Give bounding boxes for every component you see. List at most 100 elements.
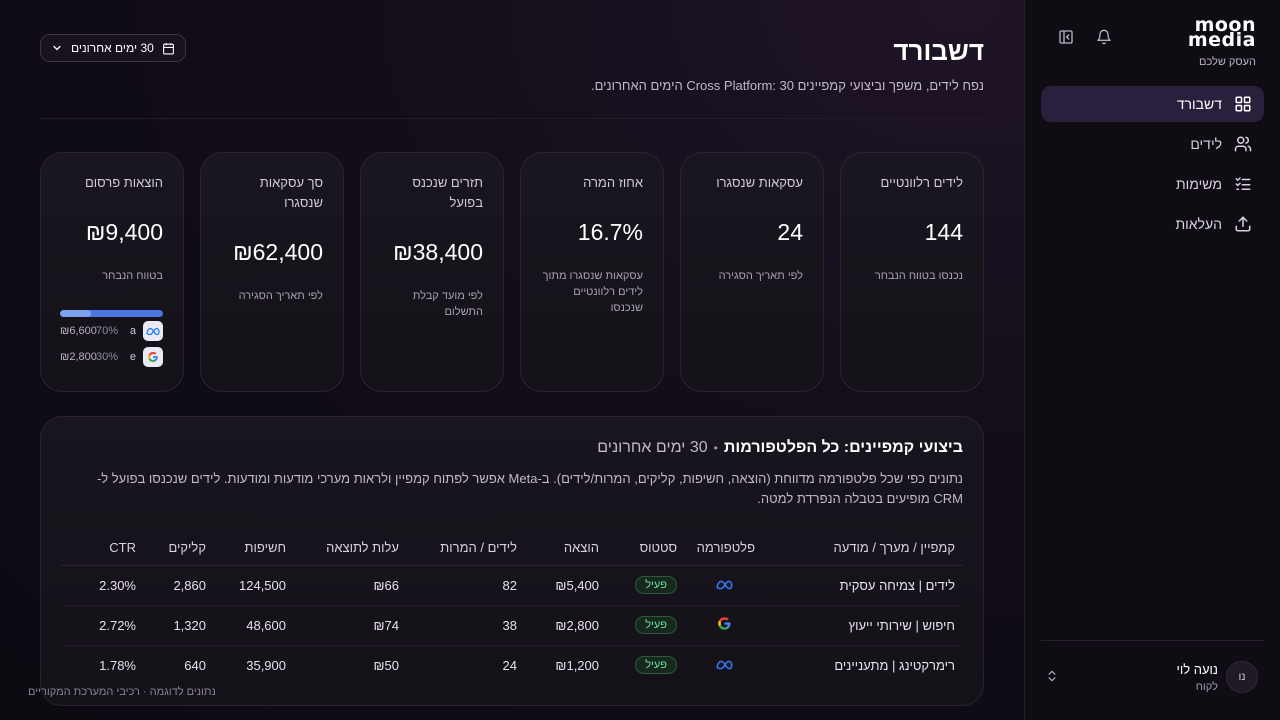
kpi-value: 24: [777, 219, 803, 245]
bell-icon[interactable]: [1093, 26, 1115, 48]
status-cell: פעיל: [607, 565, 685, 606]
user-name: נועה לוי: [1176, 662, 1219, 677]
platform-cell: [685, 565, 763, 606]
spend-row-pct: 30%: [96, 351, 119, 363]
spend-cell: ₪2,800: [525, 605, 607, 646]
sidebar-collapse-icon[interactable]: [1055, 26, 1077, 48]
column-header[interactable]: סטטוס: [607, 531, 685, 566]
column-header[interactable]: קליקים: [144, 531, 214, 566]
table-row[interactable]: רימרקטינג | מתעניינים פעיל ₪1,200 24 ₪50 35,9…: [61, 645, 963, 685]
kpi-card-closed-deals: עסקאות שנסגרו 24 לפי תאריך הסגירה: [680, 152, 824, 392]
avatar: נו: [1226, 661, 1258, 693]
kpi-value: 144: [924, 219, 963, 245]
footer-note: נתונים לדוגמה · רכיבי המערכת המקוריים: [28, 686, 216, 698]
sidebar-item-leads[interactable]: לידים: [1041, 126, 1264, 162]
upload-icon: [1235, 216, 1251, 232]
kpi-value: ₪38,400: [393, 239, 483, 265]
campaigns-heading: ביצועי קמפיינים: כל הפלטפורמות • 30 ימים…: [597, 439, 963, 457]
campaigns-range: 30 ימים אחרונים: [597, 439, 708, 456]
page-subtitle: נפח לידים, משפך וביצועי קמפיינים Cross P…: [591, 78, 984, 93]
meta-icon: [143, 321, 163, 341]
kpi-label: אחוז המרה: [583, 175, 643, 190]
column-header[interactable]: לידים / המרות: [407, 531, 525, 566]
user-menu[interactable]: נו נועה לוי לקוח: [1041, 640, 1264, 720]
brand-tagline: העסק שלכם: [1198, 56, 1256, 68]
kpi-note: נכנסו בטווח הנבחר: [874, 270, 963, 282]
status-badge: פעיל: [635, 656, 677, 675]
chevrons-up-down-icon[interactable]: [1045, 669, 1059, 688]
sidebar-item-tasks[interactable]: משימות: [1041, 166, 1264, 202]
column-header[interactable]: פלטפורמה: [685, 531, 763, 566]
kpi-note: לפי תאריך הסגירה: [718, 270, 803, 282]
platform-cell: [685, 645, 763, 685]
column-header[interactable]: CTR: [61, 531, 144, 566]
kpi-label: תזרים שנכנס בפועל: [412, 175, 483, 210]
meta-icon: [715, 578, 733, 593]
spend-row-meta: a 70% ₪6,600: [60, 321, 163, 341]
sidebar-item-label: דשבורד: [1176, 96, 1222, 112]
kpi-label: עסקאות שנסגרו: [716, 175, 803, 190]
sidebar-item-label: העלאות: [1175, 216, 1222, 232]
ctr-cell: 1.78%: [99, 657, 136, 673]
kpi-note: לפי מועד קבלת התשלום: [412, 290, 483, 318]
impressions-cell: 35,900: [246, 657, 286, 673]
kpi-note: לפי תאריך הסגירה: [238, 290, 323, 302]
kpi-note: בטווח הנבחר: [102, 270, 163, 282]
date-range-select[interactable]: 30 ימים אחרונים: [40, 34, 186, 62]
campaign-name[interactable]: חיפוש | שירותי ייעוץ: [763, 605, 963, 646]
column-header[interactable]: עלות לתוצאה: [294, 531, 407, 566]
spend-split-bar: [60, 310, 163, 317]
sidebar-item-uploads[interactable]: העלאות: [1041, 206, 1264, 242]
clicks-cell: 1,320: [144, 605, 214, 646]
clicks-cell: 2,860: [144, 565, 214, 606]
spend-row-amount: ₪2,800: [60, 351, 97, 363]
cost-per-result-cell: ₪74: [294, 605, 407, 646]
column-header[interactable]: הוצאה: [525, 531, 607, 566]
campaign-name[interactable]: לידים | צמיחה עסקית: [763, 565, 963, 606]
brand-logo[interactable]: moon media העסק שלכם: [1187, 14, 1256, 69]
sidebar-item-label: משימות: [1176, 176, 1222, 192]
kpi-value: ₪9,400: [85, 219, 163, 245]
kpi-label: סך עסקאות שנסגרו: [259, 175, 323, 210]
kpi-label: לידים רלוונטיים: [880, 175, 963, 190]
leads-cell: 38: [407, 605, 525, 646]
calendar-icon: [162, 42, 174, 54]
kpi-cards: לידים רלוונטיים 144 נכנסו בטווח הנבחר עס…: [40, 152, 984, 392]
kpi-value: ₪62,400: [233, 239, 323, 265]
leads-cell: 82: [407, 565, 525, 606]
status-badge: פעיל: [635, 576, 677, 594]
kpi-card-cashflow: תזרים שנכנס בפועל ₪38,400 לפי מועד קבלת …: [360, 152, 504, 392]
page-title: דשבורד: [893, 36, 984, 66]
table-header-row: קמפיין / מערך / מודעה פלטפורמה סטטוס הוצ…: [61, 531, 963, 566]
kpi-card-relevant-leads: לידים רלוונטיים 144 נכנסו בטווח הנבחר: [840, 152, 984, 392]
logo-wordmark: moon media: [1187, 14, 1256, 51]
google-icon: [143, 347, 163, 367]
user-role: לקוח: [1195, 681, 1218, 693]
campaign-name[interactable]: רימרקטינג | מתעניינים: [834, 657, 955, 673]
sidebar: moon media העסק שלכם דשבורד לידים משימות…: [1024, 0, 1280, 720]
campaigns-table: קמפיין / מערך / מודעה פלטפורמה סטטוס הוצ…: [61, 531, 963, 685]
main-content: דשבורד נפח לידים, משפך וביצועי קמפיינים …: [40, 0, 984, 720]
status-cell: פעיל: [607, 645, 685, 685]
column-header[interactable]: חשיפות: [214, 531, 294, 566]
campaigns-description: נתונים כפי שכל פלטפורמה מדווחת (הוצאה, ח…: [96, 471, 963, 506]
cost-per-result-cell: ₪50: [373, 657, 400, 673]
spend-row-amount: ₪6,600: [60, 325, 97, 337]
spend-split-fill: [60, 310, 91, 317]
kpi-value: 16.7%: [577, 219, 643, 245]
column-header[interactable]: קמפיין / מערך / מודעה: [763, 531, 963, 566]
kpi-card-conversion-rate: אחוז המרה 16.7% עסקאות שנסגרו מתוך לידים…: [520, 152, 664, 392]
date-range-label: 30 ימים אחרונים: [71, 41, 154, 55]
status-badge: פעיל: [635, 616, 677, 634]
campaigns-separator: •: [713, 441, 718, 455]
table-row[interactable]: לידים | צמיחה עסקית פעיל ₪5,400 82 ₪66 124,50…: [61, 565, 963, 606]
table-row[interactable]: חיפוש | שירותי ייעוץ פעיל ₪2,800 38 ₪74 48,60…: [61, 605, 963, 646]
spend-cell: ₪5,400: [525, 565, 607, 606]
spend-row-letter: a: [129, 325, 136, 337]
campaign-performance-panel: ביצועי קמפיינים: כל הפלטפורמות • 30 ימים…: [40, 416, 984, 706]
spend-row-google: e 30% ₪2,800: [60, 347, 163, 367]
kpi-card-deals-total: סך עסקאות שנסגרו ₪62,400 לפי תאריך הסגיר…: [200, 152, 344, 392]
spend-row-pct: 70%: [96, 325, 119, 337]
kpi-note: עסקאות שנסגרו מתוך לידים רלוונטיים שנכנס…: [542, 270, 643, 314]
sidebar-item-dashboard[interactable]: דשבורד: [1041, 86, 1264, 122]
